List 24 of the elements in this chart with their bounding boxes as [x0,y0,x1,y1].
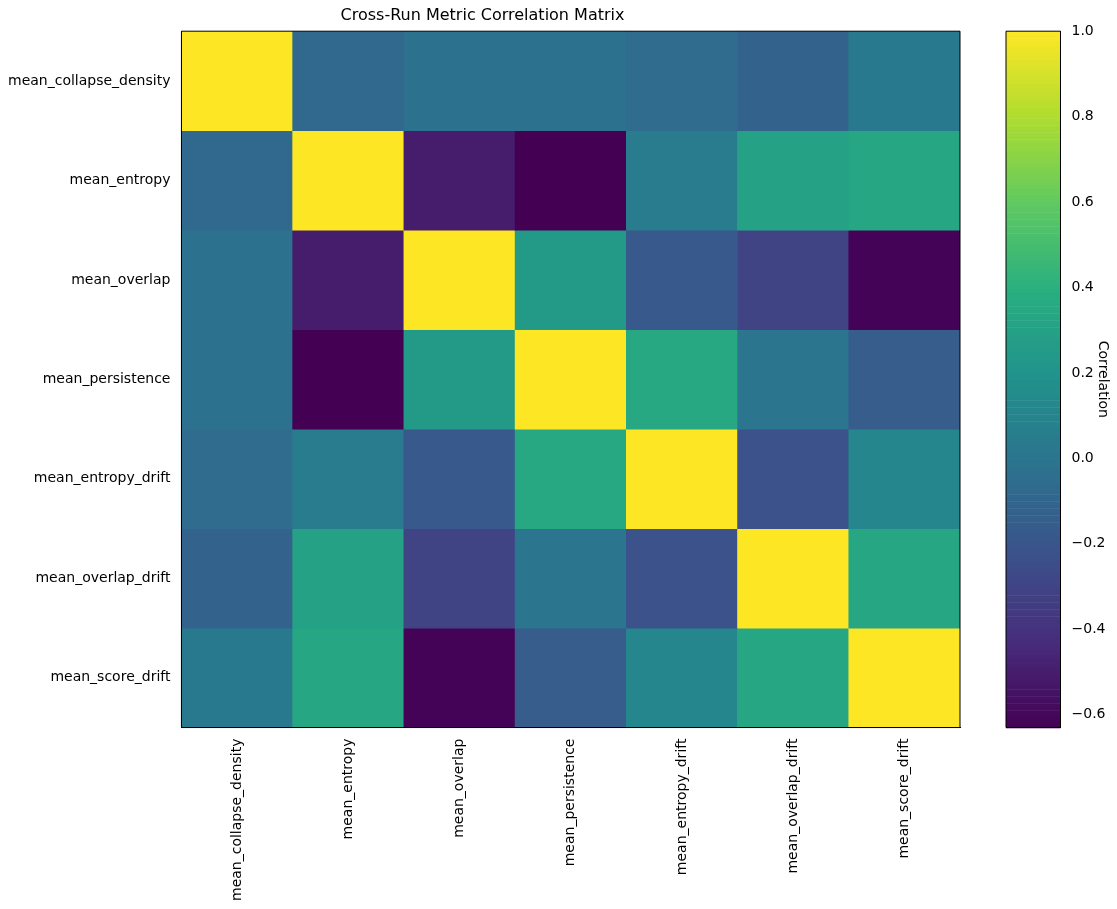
y-tick-label: mean_overlap [71,270,171,287]
x-tick-label: mean_entropy_drift [672,738,689,876]
color-bar-label: 0.4 [1071,278,1094,295]
color-bar-label: 0.2 [1071,363,1094,380]
color-bar-label: −0.6 [1071,705,1106,722]
color-bar-title: Correlation [1095,340,1112,418]
x-tick-label: mean_score_drift [895,738,912,859]
y-tick-label: mean_entropy_drift [33,469,171,486]
color-bar-label: 0.6 [1071,192,1094,209]
color-bar-label: 0.8 [1071,107,1094,124]
y-tick-label: mean_collapse_density [8,71,171,88]
y-tick-label: mean_entropy [69,171,171,188]
x-tick-label: mean_overlap [450,738,467,838]
chart-title: Cross-Run Metric Correlation Matrix [340,4,625,24]
x-tick-label: mean_overlap_drift [783,738,800,874]
color-bar-label: −0.2 [1071,534,1106,551]
y-tick-label: mean_persistence [42,370,171,387]
x-tick-label: mean_persistence [561,738,578,867]
color-bar-label: 1.0 [1071,21,1094,38]
color-bar-label: −0.4 [1071,619,1106,636]
y-tick-label: mean_score_drift [50,668,171,685]
x-tick-label: mean_entropy [338,738,355,840]
color-bar-label: 0.0 [1071,449,1094,466]
y-tick-label: mean_overlap_drift [35,568,171,585]
